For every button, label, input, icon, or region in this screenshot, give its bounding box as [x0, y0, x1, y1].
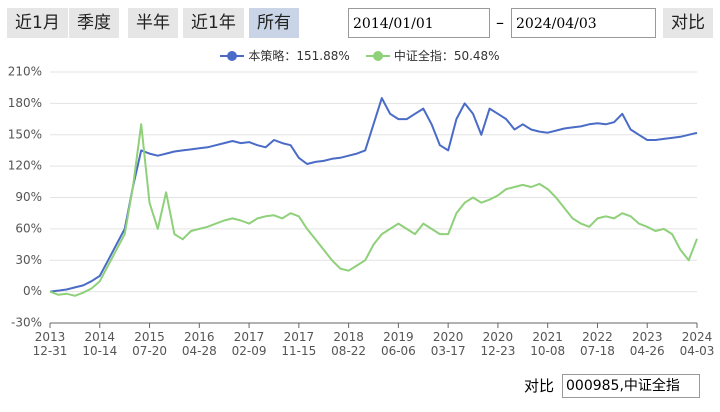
legend-label: 本策略：151.88%: [248, 49, 350, 63]
period-button[interactable]: 季度: [69, 8, 119, 38]
x-tick-label: 2017 02-09: [231, 330, 267, 358]
x-tick-label: 2014 10-14: [82, 330, 118, 358]
period-button[interactable]: 半年: [128, 8, 178, 38]
start-date-input[interactable]: 2014/01/01: [348, 8, 490, 38]
x-tick-label: 2015 07-20: [132, 330, 167, 358]
y-tick-label: 0%: [23, 284, 42, 298]
x-tick-label: 2017 11-15: [281, 330, 317, 358]
legend-dot: [372, 50, 383, 61]
x-tick-label: 2013 12-31: [32, 330, 68, 358]
x-tick-label: 2016 04-28: [181, 330, 217, 358]
legend-item: 本策略：151.88%: [220, 47, 350, 64]
y-tick-label: 150%: [8, 127, 42, 141]
x-tick-label: 2023 04-26: [629, 330, 665, 358]
date-separator: –: [496, 13, 504, 32]
legend: 本策略：151.88% 中证全指：50.48%: [0, 47, 720, 65]
series-line: [49, 123, 698, 297]
x-tick-label: 2024 04-03: [679, 330, 715, 358]
y-tick-label: 210%: [8, 65, 42, 79]
footer-input[interactable]: 000985,中证全指: [562, 374, 700, 398]
y-tick-label: 90%: [15, 190, 42, 204]
y-tick-label: 30%: [15, 253, 42, 267]
period-button[interactable]: 所有: [249, 8, 299, 38]
period-button[interactable]: 近1月: [7, 8, 68, 38]
series-line: [49, 97, 698, 293]
y-tick-label: -30%: [11, 316, 42, 330]
y-tick-label: 120%: [8, 159, 42, 173]
end-date-input[interactable]: 2024/04/03: [511, 8, 656, 38]
legend-dot: [227, 50, 238, 61]
x-tick-label: 2019 06-06: [380, 330, 416, 358]
legend-swatch: [365, 50, 390, 61]
x-tick-label: 2020 12-23: [480, 330, 516, 358]
legend-label: 中证全指：50.48%: [393, 49, 500, 63]
footer-label: 对比: [524, 377, 555, 395]
compare-button[interactable]: 对比: [663, 8, 713, 38]
period-button[interactable]: 近1年: [183, 8, 244, 38]
x-tick-label: 2018 08-22: [331, 330, 367, 358]
x-tick-label: 2021 10-08: [530, 330, 566, 358]
y-tick-label: 60%: [15, 221, 42, 235]
legend-swatch: [220, 50, 245, 61]
x-tick-label: 2022 07-18: [580, 330, 615, 358]
legend-item: 中证全指：50.48%: [365, 47, 500, 64]
y-tick-label: 180%: [8, 96, 42, 110]
x-tick-label: 2020 03-17: [430, 330, 466, 358]
